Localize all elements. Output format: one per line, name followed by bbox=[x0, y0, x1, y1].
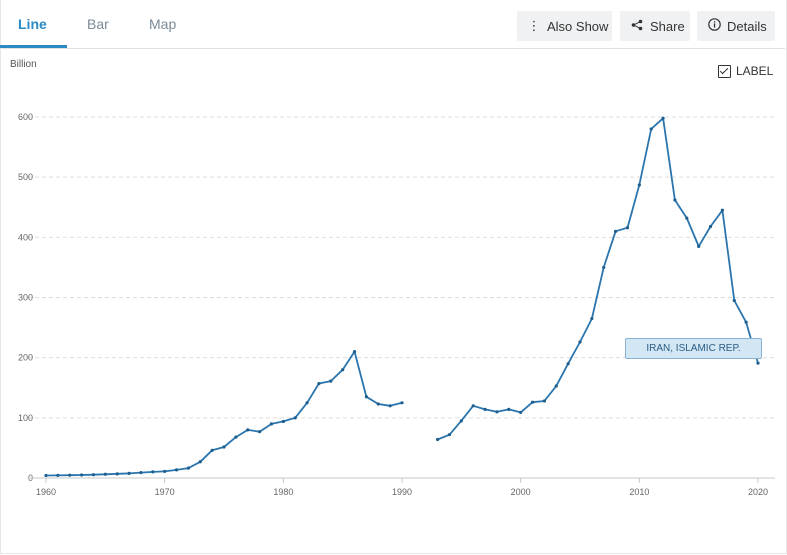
data-point bbox=[293, 416, 297, 420]
share-button[interactable]: Share bbox=[620, 11, 690, 41]
also-show-button[interactable]: ⋮ Also Show bbox=[517, 11, 612, 41]
x-tick-label: 1960 bbox=[36, 487, 56, 497]
data-point bbox=[495, 410, 499, 414]
data-point bbox=[483, 407, 487, 412]
label-toggle-text: LABEL bbox=[736, 64, 774, 78]
data-point bbox=[614, 229, 618, 233]
data-point bbox=[436, 437, 440, 442]
x-tick-label: 1970 bbox=[155, 487, 175, 497]
data-point bbox=[68, 473, 72, 477]
series-label-tooltip: IRAN, ISLAMIC REP. bbox=[625, 338, 762, 359]
data-point bbox=[329, 379, 333, 383]
x-tick-label: 2020 bbox=[748, 487, 768, 497]
y-axis-unit-label: Billion bbox=[10, 59, 37, 70]
data-point bbox=[507, 407, 511, 412]
x-tick-label: 1980 bbox=[273, 487, 293, 497]
info-icon bbox=[707, 18, 721, 34]
y-tick-label: 100 bbox=[18, 413, 33, 423]
data-point bbox=[281, 419, 285, 424]
share-icon bbox=[630, 19, 644, 34]
data-point bbox=[637, 183, 641, 187]
data-point bbox=[649, 127, 653, 131]
data-point bbox=[317, 381, 321, 386]
tab-map[interactable]: Map bbox=[149, 16, 177, 32]
data-point bbox=[186, 466, 190, 470]
data-point bbox=[673, 198, 677, 202]
data-point bbox=[376, 402, 380, 406]
data-point bbox=[697, 244, 701, 248]
data-point bbox=[554, 384, 558, 388]
x-tick-label: 1990 bbox=[392, 487, 412, 497]
data-point bbox=[708, 224, 713, 229]
data-point bbox=[685, 216, 689, 220]
data-point bbox=[198, 460, 202, 464]
data-point bbox=[530, 400, 535, 404]
data-point bbox=[542, 399, 547, 403]
data-point bbox=[210, 448, 214, 452]
data-point bbox=[720, 208, 725, 212]
data-point bbox=[305, 401, 309, 405]
y-tick-label: 600 bbox=[18, 112, 33, 122]
share-label: Share bbox=[650, 18, 685, 34]
data-point bbox=[151, 470, 155, 474]
data-point bbox=[447, 433, 452, 437]
details-button[interactable]: Details bbox=[697, 11, 775, 41]
data-point bbox=[352, 350, 357, 354]
data-point bbox=[364, 395, 368, 399]
data-point bbox=[91, 473, 96, 477]
also-show-label: Also Show bbox=[547, 18, 609, 34]
y-tick-label: 400 bbox=[18, 232, 33, 242]
data-point bbox=[661, 116, 665, 120]
x-tick-label: 2000 bbox=[511, 487, 531, 497]
data-point bbox=[625, 226, 630, 230]
data-point bbox=[103, 472, 107, 476]
active-tab-indicator bbox=[0, 45, 67, 48]
series-line bbox=[437, 117, 759, 441]
y-tick-label: 300 bbox=[18, 293, 33, 303]
data-point bbox=[578, 340, 582, 344]
data-point bbox=[44, 473, 48, 478]
details-label: Details bbox=[727, 18, 767, 34]
view-tabs: Line Bar Map bbox=[0, 0, 785, 49]
data-point bbox=[400, 401, 404, 405]
tab-line[interactable]: Line bbox=[18, 16, 47, 32]
data-point bbox=[471, 404, 475, 408]
kebab-menu-icon: ⋮ bbox=[527, 18, 541, 33]
data-point bbox=[139, 470, 143, 475]
data-point bbox=[222, 445, 226, 449]
y-tick-label: 500 bbox=[18, 172, 33, 182]
data-point bbox=[234, 435, 238, 439]
data-point bbox=[744, 320, 748, 324]
label-toggle[interactable]: LABEL bbox=[718, 64, 773, 78]
data-point bbox=[590, 316, 594, 321]
data-point bbox=[56, 473, 60, 477]
data-point bbox=[269, 422, 274, 426]
data-point bbox=[127, 471, 131, 475]
data-point bbox=[174, 468, 179, 472]
series-line bbox=[45, 350, 403, 477]
y-tick-label: 200 bbox=[18, 353, 33, 363]
data-point bbox=[246, 428, 250, 432]
data-point bbox=[388, 404, 392, 408]
data-point bbox=[341, 368, 345, 372]
checkbox-checked-icon bbox=[718, 64, 731, 78]
data-point bbox=[258, 430, 262, 434]
x-tick-label: 2010 bbox=[629, 487, 649, 497]
data-point bbox=[459, 419, 463, 423]
data-point bbox=[115, 472, 119, 476]
data-point bbox=[566, 362, 570, 366]
data-point bbox=[602, 265, 606, 270]
tab-bar[interactable]: Bar bbox=[87, 16, 109, 32]
data-point bbox=[519, 410, 523, 415]
data-point bbox=[756, 361, 760, 365]
data-point bbox=[163, 469, 167, 473]
data-point bbox=[732, 298, 736, 303]
data-point bbox=[80, 473, 84, 477]
